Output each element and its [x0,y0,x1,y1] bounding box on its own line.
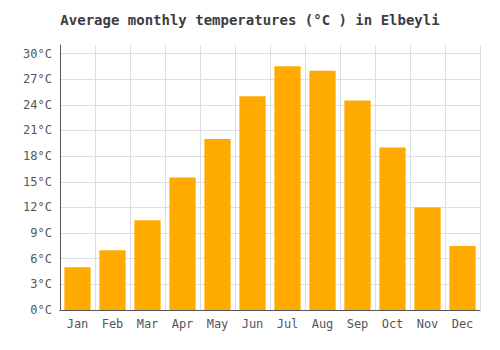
svg-text:Oct: Oct [382,317,404,331]
svg-text:Feb: Feb [102,317,124,331]
svg-text:Jul: Jul [277,317,299,331]
svg-text:Jun: Jun [242,317,264,331]
svg-text:Nov: Nov [417,317,439,331]
svg-text:30°C: 30°C [23,47,52,61]
svg-text:Mar: Mar [137,317,159,331]
svg-text:12°C: 12°C [23,200,52,214]
svg-text:9°C: 9°C [30,226,52,240]
svg-text:21°C: 21°C [23,123,52,137]
svg-text:Jan: Jan [67,317,89,331]
svg-text:Dec: Dec [452,317,474,331]
svg-text:15°C: 15°C [23,175,52,189]
svg-text:6°C: 6°C [30,252,52,266]
svg-text:Apr: Apr [172,317,194,331]
svg-text:3°C: 3°C [30,277,52,291]
svg-text:May: May [207,317,229,331]
svg-text:18°C: 18°C [23,149,52,163]
svg-text:Sep: Sep [347,317,369,331]
svg-text:Average monthly temperatures (: Average monthly temperatures (°C ) in El… [60,12,439,28]
svg-text:0°C: 0°C [30,303,52,317]
svg-text:27°C: 27°C [23,72,52,86]
svg-text:24°C: 24°C [23,98,52,112]
svg-text:Aug: Aug [312,317,334,331]
